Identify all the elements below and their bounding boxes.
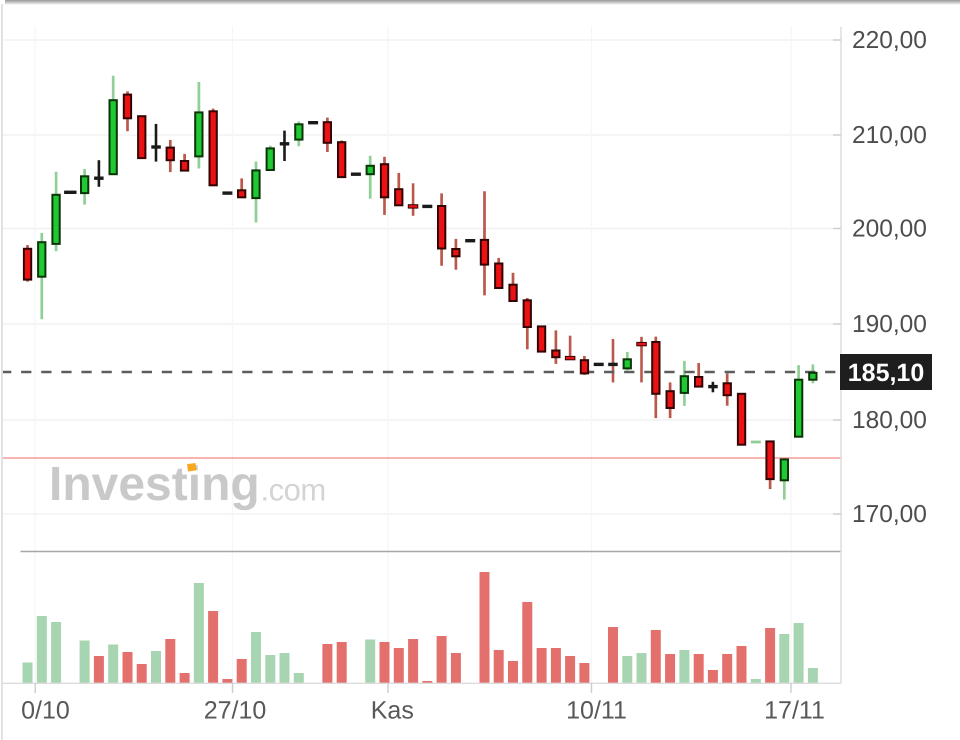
- svg-text:Kas: Kas: [371, 696, 414, 724]
- svg-text:.com: .com: [261, 473, 326, 508]
- svg-text:170,00: 170,00: [852, 501, 927, 528]
- svg-text:220,00: 220,00: [852, 27, 927, 54]
- svg-text:Investing: Investing: [49, 458, 260, 511]
- svg-text:27/10: 27/10: [204, 696, 267, 724]
- svg-text:10/11: 10/11: [566, 696, 627, 724]
- svg-text:190,00: 190,00: [852, 311, 927, 338]
- svg-text:180,00: 180,00: [852, 407, 927, 434]
- svg-text:0/10: 0/10: [21, 696, 70, 724]
- svg-text:185,10: 185,10: [848, 359, 924, 387]
- svg-text:200,00: 200,00: [852, 216, 927, 243]
- svg-text:17/11: 17/11: [764, 696, 825, 724]
- svg-text:210,00: 210,00: [852, 122, 927, 149]
